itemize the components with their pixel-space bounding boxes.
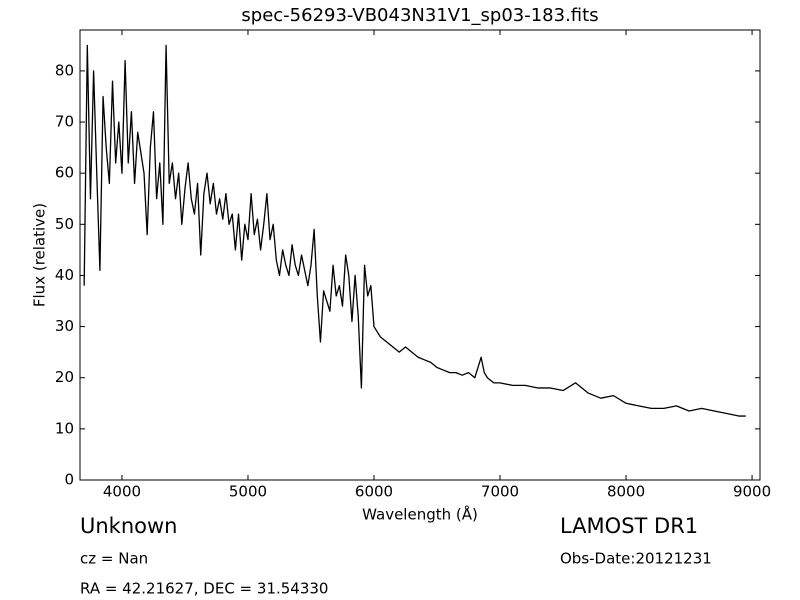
x-tick-label: 7000 (481, 483, 519, 501)
y-tick-label: 50 (55, 215, 74, 233)
survey: LAMOST DR1 (560, 514, 698, 538)
y-tick-label: 80 (55, 61, 74, 79)
x-tick-label: 4000 (103, 483, 141, 501)
object-class: Unknown (80, 514, 177, 538)
y-tick-label: 30 (55, 317, 74, 335)
obs-date: Obs-Date:20121231 (560, 550, 712, 568)
x-tick-label: 5000 (229, 483, 267, 501)
x-tick-label: 6000 (355, 483, 393, 501)
y-axis-label: Flux (relative) (31, 203, 49, 307)
x-tick-label: 9000 (733, 483, 771, 501)
coordinates: RA = 42.21627, DEC = 31.54330 (80, 580, 328, 598)
y-tick-label: 70 (55, 113, 74, 131)
y-tick-label: 0 (64, 471, 74, 489)
y-tick-label: 60 (55, 164, 74, 182)
plot-frame (79, 29, 761, 481)
y-tick-label: 40 (55, 266, 74, 284)
y-tick-label: 20 (55, 368, 74, 386)
spectrum-line (83, 44, 746, 417)
x-tick-label: 8000 (607, 483, 645, 501)
x-axis-label: Wavelength (Å) (362, 505, 478, 524)
y-tick-label: 10 (55, 419, 74, 437)
redshift: cz = Nan (80, 550, 148, 568)
chart-title: spec-56293-VB043N31V1_sp03-183.fits (241, 5, 598, 26)
